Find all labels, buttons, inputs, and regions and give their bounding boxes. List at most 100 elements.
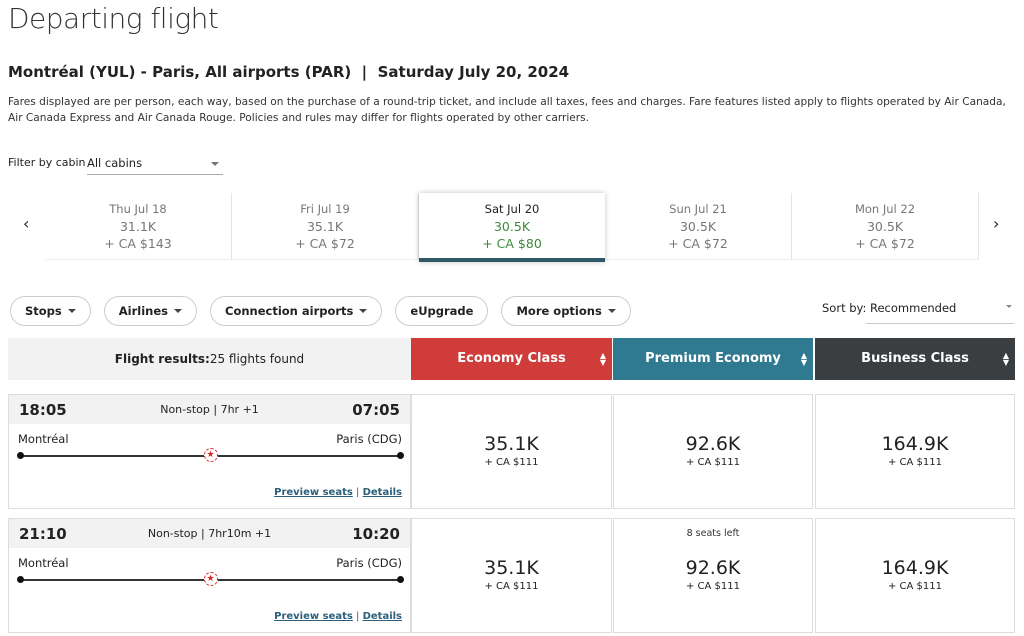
flight-card[interactable]: 21:10 Non-stop | 7hr10m +1 10:20 Montréal P… bbox=[8, 518, 411, 633]
filter-pills: Stops Airlines Connection airports eUpgrade… bbox=[10, 296, 631, 326]
date-points: 30.5K bbox=[679, 219, 717, 234]
fare-description: Fares displayed are per person, each way… bbox=[8, 96, 1006, 124]
fare-cash: + CA $111 bbox=[887, 581, 942, 592]
results-header: Flight results:25 flights found bbox=[8, 338, 411, 380]
fare-points: 92.6K bbox=[685, 557, 741, 579]
departure-time: 21:10 bbox=[19, 524, 67, 543]
cabin-label: Premium Economy bbox=[645, 351, 781, 366]
sort-select[interactable]: Recommended bbox=[866, 296, 1014, 324]
caret-down-icon bbox=[67, 309, 76, 313]
date-label: Sun Jul 21 bbox=[669, 202, 727, 216]
date-points: 30.5K bbox=[866, 219, 904, 234]
fare-points: 164.9K bbox=[881, 557, 949, 579]
pill-label: eUpgrade bbox=[410, 304, 474, 318]
destination-city: Paris (CDG) bbox=[336, 432, 402, 446]
filter-cabin-label: Filter by cabin bbox=[8, 156, 86, 169]
flight-card[interactable]: 18:05 Non-stop | 7hr +1 07:05 Montréal Pari… bbox=[8, 394, 411, 509]
cabin-header-premium-economy[interactable]: Premium Economy ▲ ▼ bbox=[613, 338, 813, 380]
cabin-header-economy-class[interactable]: Economy Class ▲ ▼ bbox=[411, 338, 612, 380]
fare-cash: + CA $111 bbox=[685, 457, 740, 468]
date-points: 31.1K bbox=[119, 219, 157, 234]
date-points: 30.5K bbox=[493, 219, 531, 234]
sort-value: Recommended bbox=[870, 301, 957, 315]
date-option[interactable]: Mon Jul 22 30.5K + CA $72 bbox=[792, 193, 979, 259]
fare-points: 92.6K bbox=[685, 433, 741, 455]
origin-city: Montréal bbox=[18, 556, 69, 570]
fare-points: 35.1K bbox=[484, 557, 539, 579]
results-count: 25 flights found bbox=[209, 352, 305, 366]
preview-seats-link[interactable]: Preview seats bbox=[274, 611, 353, 622]
details-link[interactable]: Details bbox=[362, 611, 402, 622]
results-label: Flight results: bbox=[114, 352, 210, 366]
sort-arrows-icon: ▲ ▼ bbox=[800, 350, 807, 367]
fare-cash: + CA $111 bbox=[685, 581, 740, 592]
fare-cell-economy-class[interactable]: 35.1K + CA $111 bbox=[411, 518, 612, 633]
pill-label: More options bbox=[516, 304, 602, 318]
fare-points: 164.9K bbox=[881, 433, 949, 455]
filter-pill-connection-airports[interactable]: Connection airports bbox=[210, 296, 383, 326]
date-cash: + CA $72 bbox=[295, 236, 355, 251]
link-separator: | bbox=[356, 487, 360, 498]
route-heading: Montréal (YUL) - Paris, All airports (PA… bbox=[8, 63, 570, 81]
date-cash: + CA $80 bbox=[482, 236, 542, 251]
flight-stops-duration: Non-stop | 7hr10m +1 bbox=[147, 527, 272, 540]
date-label: Mon Jul 22 bbox=[854, 202, 916, 216]
caret-down-icon bbox=[607, 309, 616, 313]
date-cash: + CA $72 bbox=[855, 236, 915, 251]
next-dates-arrow-icon[interactable]: › bbox=[993, 214, 1000, 233]
cabin-label: Economy Class bbox=[457, 351, 566, 366]
seats-left-note: 8 seats left bbox=[686, 528, 740, 539]
filter-pill-more-options[interactable]: More options bbox=[501, 296, 631, 326]
date-carousel: Thu Jul 18 31.1K + CA $143 Fri Jul 19 35.1K +… bbox=[45, 193, 979, 262]
pill-label: Connection airports bbox=[225, 304, 354, 318]
date-option[interactable]: Fri Jul 19 35.1K + CA $72 bbox=[232, 193, 419, 259]
flight-stops-duration: Non-stop | 7hr +1 bbox=[160, 403, 259, 416]
caret-down-icon bbox=[359, 309, 368, 313]
details-link[interactable]: Details bbox=[362, 487, 402, 498]
route-line: ★ bbox=[17, 572, 404, 588]
link-separator: | bbox=[356, 611, 360, 622]
date-label: Thu Jul 18 bbox=[109, 202, 167, 216]
destination-city: Paris (CDG) bbox=[336, 556, 402, 570]
departure-time: 18:05 bbox=[19, 400, 67, 419]
fare-cell-premium-economy[interactable]: 92.6K + CA $111 bbox=[613, 394, 813, 509]
arrival-time: 10:20 bbox=[352, 524, 400, 543]
chevron-down-icon bbox=[211, 162, 219, 166]
date-option[interactable]: Thu Jul 18 31.1K + CA $143 bbox=[45, 193, 232, 259]
preview-seats-link[interactable]: Preview seats bbox=[274, 487, 353, 498]
sort-arrows-icon: ▲ ▼ bbox=[1002, 350, 1009, 367]
cabin-label: Business Class bbox=[861, 351, 969, 366]
date-label: Sat Jul 20 bbox=[484, 202, 540, 216]
date-option[interactable]: Sun Jul 21 30.5K + CA $72 bbox=[605, 193, 792, 259]
cabin-filter-value: All cabins bbox=[87, 156, 143, 170]
sort-arrows-icon: ▲ ▼ bbox=[599, 350, 606, 367]
caret-down-icon bbox=[174, 309, 182, 313]
filter-pill-stops[interactable]: Stops bbox=[10, 296, 91, 326]
fare-cell-business-class[interactable]: 164.9K + CA $111 bbox=[815, 518, 1015, 633]
sort-label: Sort by: bbox=[822, 301, 867, 315]
page-title: Departing flight bbox=[8, 2, 219, 35]
fare-points: 35.1K bbox=[484, 433, 539, 455]
arrival-time: 07:05 bbox=[352, 400, 400, 419]
route-line: ★ bbox=[17, 448, 404, 464]
origin-city: Montréal bbox=[18, 432, 69, 446]
date-cash: + CA $72 bbox=[668, 236, 728, 251]
fare-cash: + CA $111 bbox=[887, 457, 942, 468]
prev-dates-arrow-icon[interactable]: ‹ bbox=[23, 214, 30, 233]
date-label: Fri Jul 19 bbox=[300, 202, 350, 216]
air-canada-maple-leaf-icon: ★ bbox=[203, 448, 218, 462]
date-option[interactable]: Sat Jul 20 30.5K + CA $80 bbox=[419, 193, 605, 262]
cabin-filter-select[interactable]: All cabins bbox=[87, 153, 223, 175]
fare-cash: + CA $111 bbox=[484, 457, 539, 468]
filter-pill-eupgrade[interactable]: eUpgrade bbox=[395, 296, 489, 326]
cabin-header-business-class[interactable]: Business Class ▲ ▼ bbox=[815, 338, 1015, 380]
fare-cell-premium-economy[interactable]: 8 seats left 92.6K + CA $111 bbox=[613, 518, 813, 633]
fare-cell-business-class[interactable]: 164.9K + CA $111 bbox=[815, 394, 1015, 509]
pill-label: Airlines bbox=[118, 304, 168, 318]
air-canada-maple-leaf-icon: ★ bbox=[203, 572, 218, 586]
filter-pill-airlines[interactable]: Airlines bbox=[103, 296, 197, 326]
date-points: 35.1K bbox=[306, 219, 344, 234]
fare-cell-economy-class[interactable]: 35.1K + CA $111 bbox=[411, 394, 612, 509]
chevron-down-icon bbox=[1006, 305, 1012, 308]
fare-cash: + CA $111 bbox=[484, 581, 539, 592]
